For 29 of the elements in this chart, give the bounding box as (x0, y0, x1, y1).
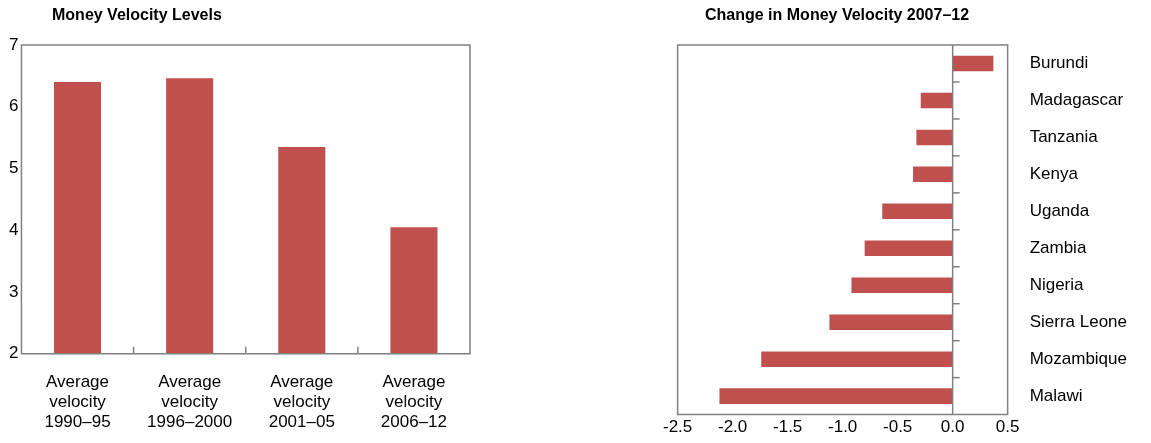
x-tick-label: Average velocity 2001–05 (268, 371, 335, 432)
y-tick-label: Kenya (1029, 164, 1079, 184)
y-tick-label: Mozambique (1029, 348, 1127, 368)
x-tick-label: -2.5 (663, 417, 693, 437)
y-tick-label: Tanzania (1029, 127, 1099, 147)
y-tick-label: 5 (8, 158, 19, 178)
x-tick-label: Average velocity 1996–2000 (147, 371, 233, 432)
x-tick-label: Average velocity 1990–95 (44, 371, 111, 432)
y-tick-label: Malawi (1029, 385, 1083, 405)
chart-title: Change in Money Velocity 2007–12 (705, 6, 970, 24)
y-tick-label: 3 (8, 281, 19, 301)
x-tick-label: 0.5 (995, 417, 1020, 437)
y-tick-label: Madagascar (1029, 90, 1124, 110)
y-tick-label: 2 (8, 343, 19, 363)
x-tick-label: 0.0 (940, 417, 965, 437)
y-tick-label: 6 (8, 96, 19, 116)
y-tick-label: Zambia (1029, 237, 1087, 257)
y-tick-label: Uganda (1029, 201, 1090, 221)
y-tick-label: 4 (8, 219, 19, 239)
x-tick-label: -2.0 (718, 417, 748, 437)
x-tick-label: -1.5 (773, 417, 803, 437)
chart-title: Money Velocity Levels (52, 6, 222, 24)
y-tick-label: 7 (8, 34, 19, 54)
y-tick-label: Burundi (1029, 53, 1089, 73)
x-tick-label: Average velocity 2006–12 (380, 371, 448, 432)
y-tick-label: Nigeria (1029, 274, 1085, 294)
y-tick-label: Sierra Leone (1029, 311, 1127, 331)
x-tick-label: -0.5 (883, 417, 913, 437)
x-tick-label: -1.0 (828, 417, 858, 437)
